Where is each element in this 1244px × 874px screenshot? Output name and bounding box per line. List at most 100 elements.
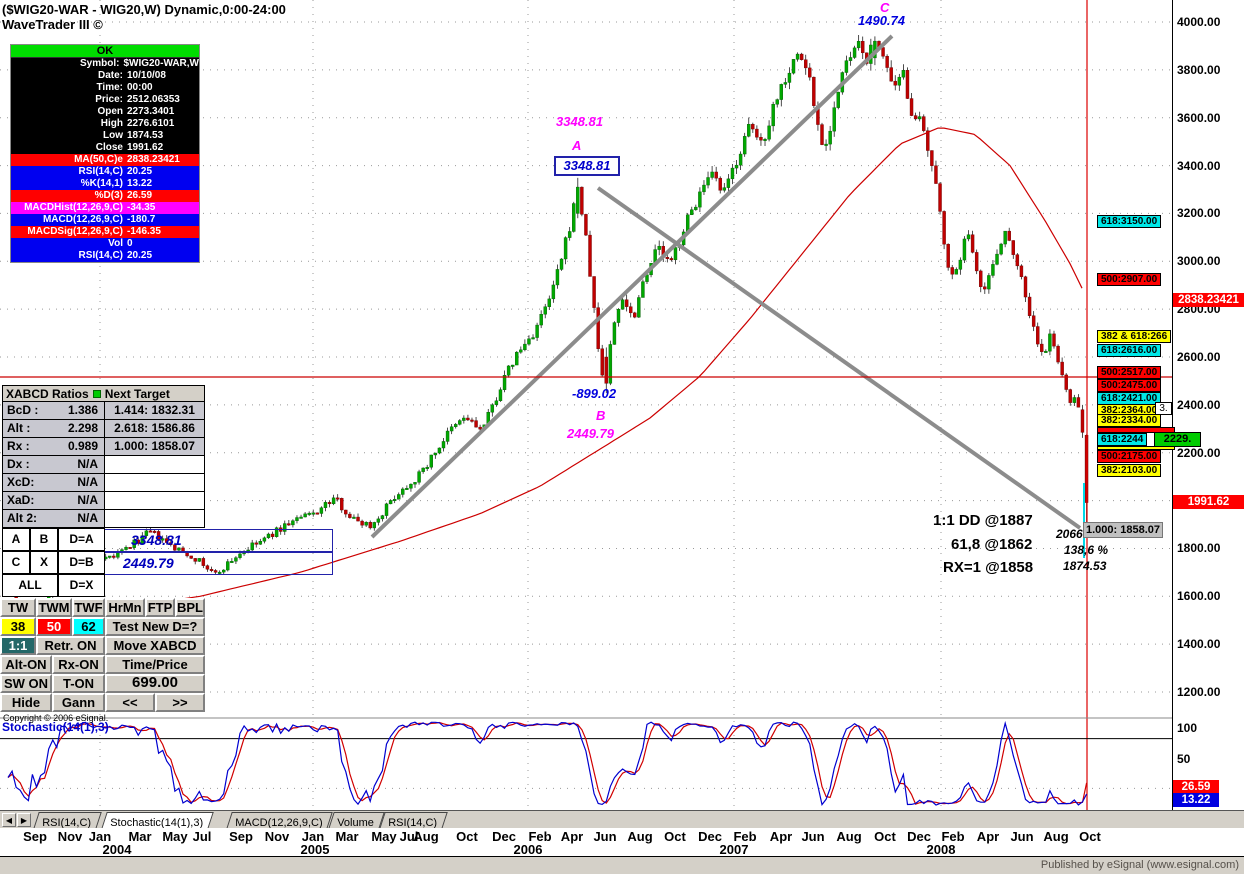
fib-level-sliver xyxy=(1097,446,1175,450)
data-window-row: Vol 0 xyxy=(11,238,199,250)
fib-level-label: 500:2475.00 xyxy=(1097,379,1162,392)
stoch-d-axis-box: 26.59 xyxy=(1173,780,1219,794)
button-50[interactable]: 50 xyxy=(36,617,72,636)
data-window-row: RSI(14,C) 20.25 xyxy=(11,250,199,262)
button-t-on[interactable]: T-ON xyxy=(52,674,105,693)
button-hrmn[interactable]: HrMn xyxy=(105,598,145,617)
y-axis-tick-label: 2200.00 xyxy=(1177,445,1221,460)
x-axis-month-label: Apr xyxy=(976,829,1000,844)
y-axis-tick-label: 1800.00 xyxy=(1177,541,1221,556)
x-axis-month-label: Apr xyxy=(560,829,584,844)
tab-rsi-14-c[interactable]: RSI(14,C) xyxy=(379,812,449,829)
point-a-letter: A xyxy=(572,138,582,153)
xabcd-row-name: XaD: xyxy=(7,493,35,507)
note-marker: 3. xyxy=(1155,402,1172,415)
button-699-00[interactable]: 699.00 xyxy=(105,674,205,693)
close-axis-value-box: 1991.62 xyxy=(1173,495,1244,509)
point-b-value: 2449.79 xyxy=(567,426,614,441)
data-window-row-value: 20.25 xyxy=(127,250,153,261)
x-axis-month-label: Oct xyxy=(1079,829,1101,844)
button-ftp[interactable]: FTP xyxy=(145,598,175,617)
xabcd-abc-cell-da[interactable]: D=A xyxy=(58,528,105,551)
button-retr-on[interactable]: Retr. ON xyxy=(36,636,105,655)
data-window-row-label: High xyxy=(100,118,123,129)
data-window-row-value: 2276.6101 xyxy=(127,118,175,129)
retrace-value-1: 2066. xyxy=(1056,527,1087,541)
tab-scroll-left-icon[interactable]: ◀ xyxy=(2,813,16,827)
point-a-value: 3348.81 xyxy=(556,114,603,129)
button-alt-on[interactable]: Alt-ON xyxy=(0,655,52,674)
data-window-row: RSI(14,C) 20.25 xyxy=(11,166,199,178)
xabcd-abc-cell-c[interactable]: C xyxy=(2,551,30,574)
tab-scroll-right-icon[interactable]: ▶ xyxy=(17,813,31,827)
xabcd-abc-cell-b[interactable]: B xyxy=(30,528,58,551)
xabcd-row: Rx : 0.989 1.000: 1858.07 xyxy=(2,438,205,456)
button-twm[interactable]: TWM xyxy=(36,598,72,617)
button-hide[interactable]: Hide xyxy=(0,693,52,712)
xabcd-abc-cell-db[interactable]: D=B xyxy=(58,551,105,574)
indicator-tab-strip: ◀ ▶ RSI(14,C) Stochastic(14(1),3) MACD(12,26… xyxy=(0,810,1244,829)
data-window-row-value: 10/10/08 xyxy=(127,70,166,81)
fib-level-label: 618:2244 xyxy=(1097,433,1148,446)
data-window-row: MACDHist(12,26,9,C) -34.35 xyxy=(11,202,199,214)
data-window-panel: OK Symbol: $WIG20-WAR,W Date: 10/10/08 Time:… xyxy=(10,44,200,263)
button-1-1[interactable]: 1:1 xyxy=(0,636,36,655)
xabcd-row-ratio: 1.386 xyxy=(67,403,98,417)
xabcd-abc-cell-x[interactable]: X xyxy=(30,551,58,574)
xabcd-row-name-cell: Alt 2: N/A xyxy=(2,510,105,528)
green-square-icon xyxy=(92,389,101,398)
x-axis-month-label: Aug xyxy=(627,829,653,844)
stoch-k-line xyxy=(7,720,1088,806)
y-axis-tick-label: 3000.00 xyxy=(1177,254,1221,269)
xabcd-row-target-cell xyxy=(105,474,205,492)
xabcd-row: Dx : N/A xyxy=(2,456,205,474)
xabcd-abc-cell-dx[interactable]: D=X xyxy=(58,574,105,597)
point-b-depth: -899.02 xyxy=(572,386,617,401)
y-axis-tick-label: 1600.00 xyxy=(1177,589,1221,604)
data-window-row-label: %D(3) xyxy=(94,190,123,201)
button-test-new-d[interactable]: Test New D=? xyxy=(105,617,205,636)
stochastic-group xyxy=(0,717,1244,806)
data-window-row-value: 2838.23421 xyxy=(127,154,180,165)
xabcd-row: XaD: N/A xyxy=(2,492,205,510)
target-note-1: 1:1 DD @1887 xyxy=(933,512,1033,529)
data-window-row-value: 1874.53 xyxy=(127,130,164,141)
button-move-xabcd[interactable]: Move XABCD xyxy=(105,636,205,655)
target-note-3: RX=1 @1858 xyxy=(943,559,1034,576)
button-gann[interactable]: Gann xyxy=(52,693,105,712)
point-a-price-box: 3348.81 xyxy=(554,156,620,176)
tab-stochastic-14-1-3[interactable]: Stochastic(14(1),3) xyxy=(101,812,215,829)
button-sw-on[interactable]: SW ON xyxy=(0,674,52,693)
data-window-row-label: Open xyxy=(97,106,123,117)
x-axis-month-label: Oct xyxy=(874,829,896,844)
button-tw[interactable]: TW xyxy=(0,598,36,617)
data-window-row-value: 1991.62 xyxy=(127,142,164,153)
data-window-row: %D(3) 26.59 xyxy=(11,190,199,202)
button-twf[interactable]: TWF xyxy=(72,598,105,617)
x-axis-month-label: Feb xyxy=(733,829,757,844)
tab-volume[interactable]: Volume xyxy=(328,812,385,829)
button-62[interactable]: 62 xyxy=(72,617,105,636)
bottom-banner: Published by eSignal (www.esignal.com) xyxy=(0,856,1244,874)
xabcd-row-ratio: N/A xyxy=(77,511,98,525)
tab-macd-12-26-9-c[interactable]: MACD(12,26,9,C) xyxy=(226,812,333,829)
ok-bar[interactable]: OK xyxy=(11,45,199,58)
button-time-price[interactable]: Time/Price xyxy=(105,655,205,674)
data-window-row-label: Close xyxy=(95,142,123,153)
tab-rsi-14-c[interactable]: RSI(14,C) xyxy=(33,812,102,829)
data-window-row-label: MACDSig(12,26,9,C) xyxy=(27,226,123,237)
button-bpl[interactable]: BPL xyxy=(175,598,205,617)
button-[interactable]: << xyxy=(105,693,155,712)
data-window-row: Symbol: $WIG20-WAR,W xyxy=(11,58,199,70)
button-rx-on[interactable]: Rx-ON xyxy=(52,655,105,674)
y-axis-tick-label: 3600.00 xyxy=(1177,110,1221,125)
button-38[interactable]: 38 xyxy=(0,617,36,636)
xabcd-abc-cell-all[interactable]: ALL xyxy=(2,574,58,597)
data-window-row-value: 2512.06353 xyxy=(127,94,180,105)
data-window-row: Low 1874.53 xyxy=(11,130,199,142)
xabcd-abc-cell-a[interactable]: A xyxy=(2,528,30,551)
xabcd-row-name-cell: XaD: N/A xyxy=(2,492,105,510)
button-[interactable]: >> xyxy=(155,693,205,712)
y-axis-tick-label: 3400.00 xyxy=(1177,158,1221,173)
ma-axis-value-box: 2838.23421 xyxy=(1173,293,1244,307)
